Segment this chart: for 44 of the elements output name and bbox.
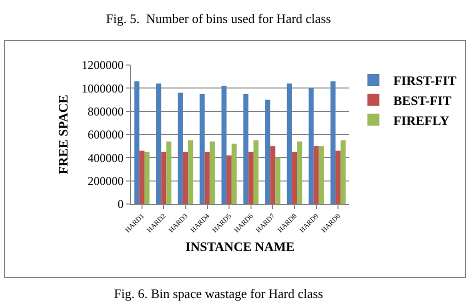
bar <box>308 88 314 204</box>
bar <box>204 152 210 204</box>
bar <box>226 155 232 204</box>
bar <box>156 84 162 204</box>
bar <box>292 152 298 204</box>
bar <box>330 81 336 204</box>
caption: Fig. 5. Number of bins used for Hard class <box>106 11 331 26</box>
bar <box>182 152 188 204</box>
bar <box>270 146 276 204</box>
y-tick-label: 0 <box>118 197 124 212</box>
bar <box>340 140 346 204</box>
y-tick-label: 1000000 <box>82 81 124 96</box>
bar <box>318 146 324 204</box>
bar <box>134 81 140 204</box>
bar <box>314 146 319 204</box>
bar <box>178 92 183 204</box>
bar <box>221 86 227 204</box>
y-tick-label: 200000 <box>88 174 124 188</box>
y-tick-label: 1200000 <box>82 58 124 72</box>
legend-label: FIRST-FIT <box>393 73 457 88</box>
y-tick-label: 600000 <box>88 128 124 142</box>
bar <box>139 150 144 204</box>
bar <box>200 94 205 204</box>
y-axis-title: FREE SPACE <box>56 94 71 174</box>
bar <box>243 94 248 204</box>
bar <box>166 141 172 204</box>
legend-label: BEST-FIT <box>393 92 452 108</box>
bar <box>188 140 194 204</box>
bar <box>210 141 215 204</box>
x-axis-title: INSTANCE NAME <box>185 238 295 254</box>
legend-label: FIREFLY <box>393 112 450 128</box>
y-tick-label: 800000 <box>88 104 124 119</box>
bar <box>297 141 302 204</box>
bar <box>275 158 280 204</box>
bar <box>265 100 270 204</box>
bar <box>161 152 166 204</box>
bar <box>232 144 237 204</box>
bar <box>286 84 292 204</box>
y-tick-label: 400000 <box>88 150 124 165</box>
bar <box>248 152 254 204</box>
bar <box>144 152 150 204</box>
bar <box>336 150 341 204</box>
caption: Fig. 6. Bin space wastage for Hard class <box>114 286 324 301</box>
bar <box>253 140 259 204</box>
